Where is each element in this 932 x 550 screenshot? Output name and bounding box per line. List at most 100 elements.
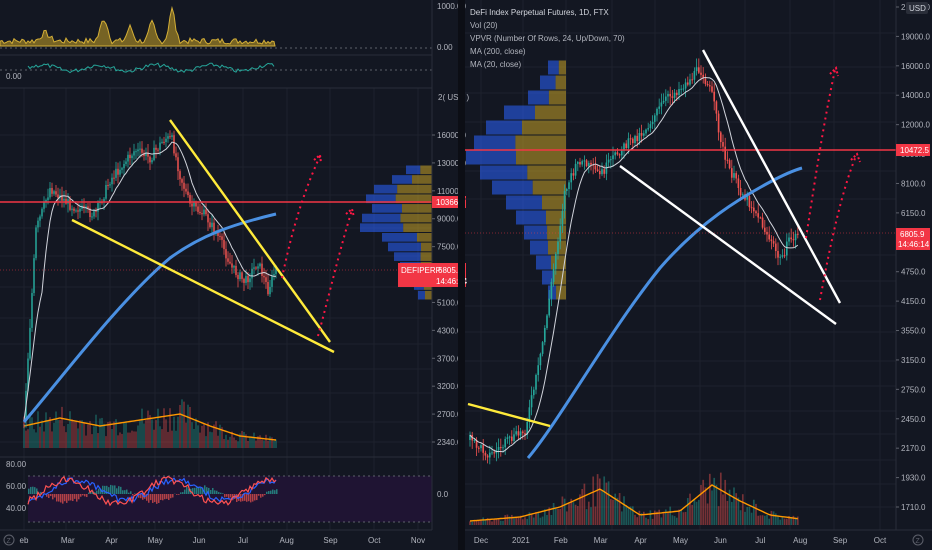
right-base-trendline[interactable] bbox=[467, 402, 551, 428]
macd-histogram-bar bbox=[248, 494, 250, 502]
price-tick-label: 2340.0 bbox=[437, 438, 462, 447]
time-tick-label: Mar bbox=[61, 536, 75, 545]
volume-bar bbox=[559, 508, 562, 525]
volume-bar bbox=[616, 497, 619, 525]
candle-body bbox=[557, 241, 559, 255]
legend-indicator[interactable]: VPVR (Number Of Rows, 24, Up/Down, 70) bbox=[470, 34, 625, 43]
left-upper-trendline[interactable] bbox=[169, 119, 331, 343]
price-tick-label: 3150.0 bbox=[901, 356, 926, 365]
volume-bar bbox=[724, 479, 727, 525]
right-chart-logo-icon[interactable]: Z bbox=[912, 534, 924, 546]
volume-bar bbox=[623, 496, 625, 525]
volume-bar bbox=[741, 494, 744, 525]
candle-body bbox=[173, 135, 175, 154]
volume-bar bbox=[770, 510, 773, 525]
left-projection-path[interactable] bbox=[281, 155, 321, 279]
macd-histogram-bar bbox=[118, 486, 120, 494]
candle-body bbox=[726, 159, 729, 161]
candle-body bbox=[704, 78, 707, 84]
volume-bar bbox=[249, 437, 251, 448]
legend-symbol-title[interactable]: DeFi Index Perpetual Futures, 1D, FTX bbox=[470, 8, 609, 17]
right-chart-panel[interactable]: DeFi Index Perpetual Futures, 1D, FTX Vo… bbox=[465, 0, 932, 546]
volume-bar bbox=[662, 511, 665, 525]
left-chart-panel[interactable]: 1000.00 0.00 0.00 bbox=[0, 0, 469, 546]
volume-bar bbox=[486, 518, 489, 525]
candle-body bbox=[598, 170, 601, 175]
candle-body bbox=[585, 160, 588, 167]
currency-button[interactable]: USD bbox=[906, 2, 928, 14]
candle-body bbox=[647, 128, 650, 130]
candle-body bbox=[693, 71, 696, 80]
right-legend[interactable]: DeFi Index Perpetual Futures, 1D, FTX Vo… bbox=[470, 8, 625, 69]
volume-profile-up-row bbox=[374, 184, 398, 194]
legend-indicator[interactable]: MA (200, close) bbox=[470, 47, 526, 56]
volume-bar bbox=[620, 511, 623, 525]
candle-body bbox=[257, 266, 259, 269]
candle-body bbox=[139, 148, 141, 150]
candle-body bbox=[267, 282, 269, 295]
panel-splitter[interactable] bbox=[458, 0, 465, 550]
candle-body bbox=[245, 275, 247, 283]
left-top-indicator-area bbox=[0, 5, 276, 47]
volume-bar bbox=[201, 425, 203, 448]
candle-body bbox=[715, 101, 718, 114]
right-projection-path[interactable] bbox=[819, 155, 857, 301]
volume-profile-down-row bbox=[558, 60, 566, 75]
volume-profile-up-row bbox=[388, 242, 421, 252]
volume-bar bbox=[181, 399, 183, 448]
candle-body bbox=[265, 277, 267, 283]
candle-body bbox=[671, 96, 674, 98]
candle-body bbox=[695, 67, 698, 72]
candle-body bbox=[499, 447, 502, 449]
right-lower-trendline[interactable] bbox=[619, 165, 837, 325]
volume-bar bbox=[744, 511, 746, 525]
candle-body bbox=[528, 407, 531, 422]
candle-body bbox=[673, 92, 676, 98]
volume-bar bbox=[757, 515, 760, 525]
left-price-pane[interactable] bbox=[0, 119, 432, 448]
price-tick-label: 9000.0 bbox=[437, 215, 462, 224]
right-projection-path[interactable] bbox=[805, 69, 836, 239]
left-chart-logo-icon[interactable]: Z bbox=[3, 534, 15, 546]
candle-body bbox=[612, 155, 614, 160]
volume-bar bbox=[103, 423, 105, 448]
candle-body bbox=[587, 162, 590, 167]
left-price-axis[interactable]: 16000.013000.011000.09000.07500.06300.05… bbox=[432, 131, 466, 447]
left-oscillator-tick: 0.00 bbox=[6, 72, 22, 81]
volume-bar bbox=[585, 509, 588, 525]
candle-body bbox=[627, 138, 630, 149]
time-tick-label: May bbox=[148, 536, 163, 545]
candle-body bbox=[37, 220, 39, 228]
volume-bar bbox=[149, 415, 151, 448]
volume-profile-up-row bbox=[528, 90, 549, 105]
right-upper-trendline[interactable] bbox=[701, 49, 842, 304]
volume-bar bbox=[592, 476, 595, 525]
volume-bar bbox=[508, 516, 511, 525]
volume-bar bbox=[788, 516, 790, 525]
left-time-axis[interactable]: eb Mar Apr May Jun Jul Aug Sep Oct Nov bbox=[20, 536, 426, 545]
volume-bar bbox=[159, 426, 161, 448]
volume-bar bbox=[245, 434, 247, 448]
time-tick-label: eb bbox=[20, 536, 29, 545]
volume-bar bbox=[618, 493, 621, 525]
volume-bar bbox=[25, 430, 27, 448]
volume-bar bbox=[722, 494, 724, 525]
candle-body bbox=[89, 208, 91, 218]
legend-indicator[interactable]: MA (20, close) bbox=[470, 60, 521, 69]
candle-body bbox=[193, 202, 195, 207]
candle-body bbox=[51, 188, 53, 194]
left-lower-trendline[interactable] bbox=[71, 218, 335, 354]
volume-bar bbox=[642, 511, 645, 525]
candle-body bbox=[539, 353, 542, 366]
macd-histogram-bar bbox=[88, 492, 90, 494]
legend-indicator[interactable]: Vol (20) bbox=[470, 21, 498, 30]
candle-body bbox=[482, 445, 485, 453]
right-time-axis[interactable]: Dec 2021 Feb Mar Apr May Jun Jul Aug Sep Oct bbox=[474, 536, 887, 545]
macd-histogram-bar bbox=[254, 494, 256, 501]
candle-body bbox=[187, 191, 189, 196]
left-projection-path[interactable] bbox=[317, 209, 353, 337]
candle-body bbox=[559, 225, 562, 242]
macd-histogram-bar bbox=[274, 490, 276, 494]
candle-body bbox=[73, 208, 75, 211]
